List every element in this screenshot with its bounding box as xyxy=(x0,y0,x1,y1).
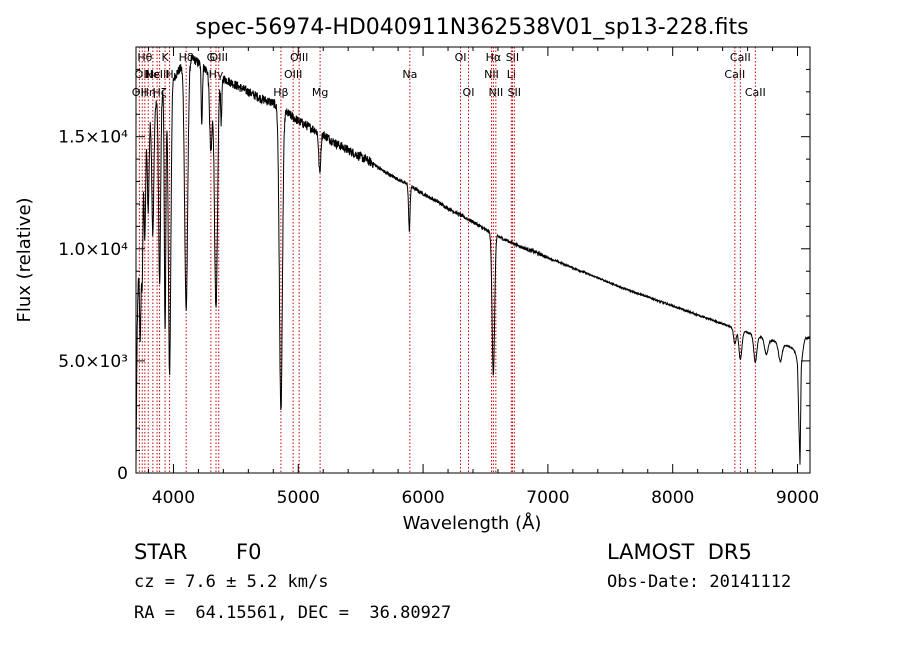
line-marker-label: Hδ xyxy=(179,51,194,64)
x-tick-label: 5000 xyxy=(277,488,320,508)
redshift-velocity: cz = 7.6 ± 5.2 km/s xyxy=(134,572,329,592)
x-tick-label: 9000 xyxy=(776,488,819,508)
plot-frame xyxy=(135,46,811,474)
spectrum-series-line xyxy=(135,53,811,468)
line-marker-label: OIII xyxy=(210,51,228,64)
line-marker-label: OIII xyxy=(284,68,302,81)
line-marker-label: NII xyxy=(488,86,503,99)
line-marker-label: Hθ xyxy=(137,51,152,64)
line-marker-label: Hγ xyxy=(209,68,224,81)
x-tick-label: 4000 xyxy=(152,488,195,508)
line-marker-label: Hη xyxy=(141,86,156,99)
line-marker-label: CaII xyxy=(730,51,751,64)
line-marker-label: H xyxy=(165,68,173,81)
object-subclass: F0 xyxy=(236,540,262,564)
line-marker-label: CaII xyxy=(745,86,766,99)
chart-title: spec-56974-HD040911N362538V01_sp13-228.f… xyxy=(195,15,748,40)
line-marker-label: Hε xyxy=(146,68,160,81)
y-tick-label: 0 xyxy=(117,464,128,484)
line-marker-label: Na xyxy=(402,68,417,81)
line-marker-label: Hα xyxy=(486,51,502,64)
y-axis-label: Flux (relative) xyxy=(14,197,35,322)
line-marker-label: CaII xyxy=(724,68,745,81)
line-marker-label: OI xyxy=(463,86,475,99)
object-class: STAR xyxy=(134,540,188,564)
line-marker-label: SII xyxy=(506,51,519,64)
line-marker-label: G xyxy=(207,51,216,64)
x-axis-label: Wavelength (Å) xyxy=(403,512,542,534)
line-marker-label: OIII xyxy=(290,51,308,64)
sky-coordinates: RA = 64.15561, DEC = 36.80927 xyxy=(134,603,452,623)
x-tick-label: 6000 xyxy=(401,488,444,508)
line-marker-label: NeIII xyxy=(145,68,170,81)
axes: 4000 5000 6000 7000 8000 9000 0 5.0×10³ 1.0×10⁴ 1… xyxy=(58,47,819,508)
line-marker-label: NII xyxy=(484,68,499,81)
line-marker-label: Hβ xyxy=(273,86,288,99)
line-marker-label: SII xyxy=(508,86,521,99)
x-tick-label: 8000 xyxy=(651,488,694,508)
y-tick-label: 1.5×10⁴ xyxy=(58,128,128,148)
line-marker-label: Li xyxy=(507,68,516,81)
line-marker-label: OII xyxy=(135,68,150,81)
y-tick-label: 1.0×10⁴ xyxy=(58,240,128,260)
y-tick-label: 5.0×10³ xyxy=(58,352,128,372)
line-marker-label: Mg xyxy=(312,86,328,99)
x-tick-label: 7000 xyxy=(526,488,569,508)
survey-release: LAMOST DR5 xyxy=(607,540,752,564)
line-marker-label: OI xyxy=(455,51,467,64)
line-marker-label: K xyxy=(161,51,169,64)
observation-date: Obs-Date: 20141112 xyxy=(607,572,792,592)
